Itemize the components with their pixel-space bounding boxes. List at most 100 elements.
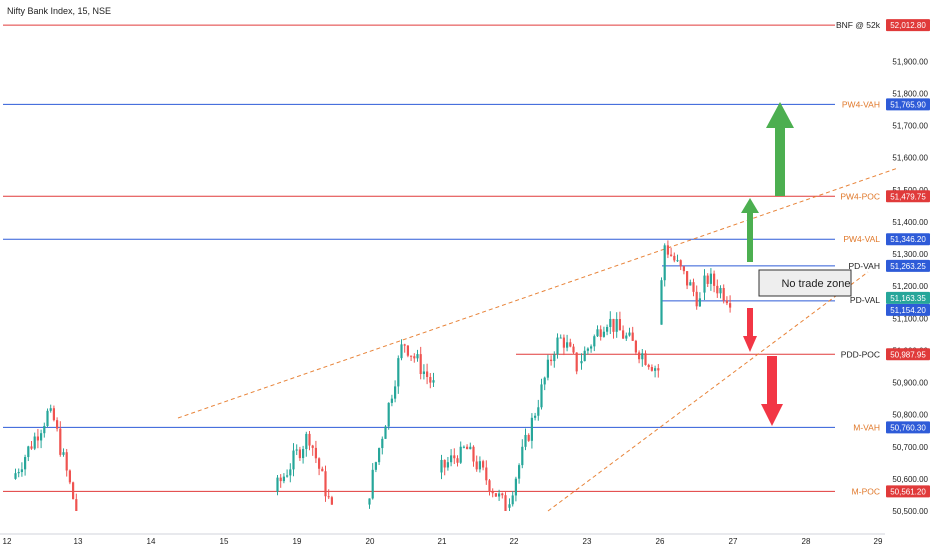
no-trade-annotation[interactable]: No trade zone bbox=[758, 269, 852, 297]
candle-body-70 bbox=[475, 461, 478, 470]
candle-body-52 bbox=[413, 356, 416, 359]
price-tick-label: 51,900.00 bbox=[892, 57, 928, 66]
level-price-tag-8 bbox=[886, 485, 930, 498]
level-name-1: PW4-VAH bbox=[842, 99, 880, 109]
trend-lines[interactable] bbox=[177, 167, 899, 512]
candle-body-103 bbox=[583, 350, 586, 362]
candle-body-135 bbox=[686, 271, 689, 286]
candle-body-119 bbox=[634, 340, 637, 353]
candle-body-98 bbox=[566, 342, 569, 348]
candle-body-16 bbox=[65, 452, 68, 471]
level-name-0: BNF @ 52k bbox=[836, 20, 881, 30]
candle-body-145 bbox=[719, 288, 722, 294]
candle-body-2 bbox=[20, 469, 23, 473]
candle-body-27 bbox=[298, 449, 301, 459]
candle-body-105 bbox=[590, 346, 593, 349]
price-tick-label: 51,100.00 bbox=[892, 314, 928, 323]
candle-body-140 bbox=[703, 275, 706, 293]
candle-body-74 bbox=[488, 480, 491, 492]
candle-body-110 bbox=[606, 327, 609, 332]
candle-body-86 bbox=[527, 434, 530, 441]
candle-body-79 bbox=[504, 495, 507, 511]
price-axis[interactable]: 51,900.00 51,800.00 51,700.00 51,600.00 51,5… bbox=[892, 57, 928, 516]
candle-body-120 bbox=[638, 352, 641, 360]
time-axis[interactable]: 12 13 14 15 19 20 21 22 23 26 27 28 29 bbox=[0, 533, 885, 546]
candle-body-17 bbox=[68, 470, 71, 483]
candle-body-89 bbox=[537, 407, 540, 416]
no-trade-box[interactable] bbox=[758, 269, 852, 297]
candle-body-76 bbox=[494, 493, 497, 497]
candle-body-30 bbox=[308, 433, 311, 446]
level-price-text-7: 50,760.30 bbox=[890, 423, 926, 432]
up-arrow-small[interactable] bbox=[741, 198, 759, 262]
candle-body-66 bbox=[462, 446, 465, 448]
candle-body-111 bbox=[609, 318, 612, 328]
level-name-2: PW4-POC bbox=[840, 191, 880, 201]
candle-body-82 bbox=[514, 478, 517, 496]
candle-body-101 bbox=[575, 352, 578, 372]
candle-body-10 bbox=[46, 410, 49, 426]
price-tick-label: 51,200.00 bbox=[892, 282, 928, 291]
time-tick-label: 21 bbox=[438, 537, 447, 546]
candle-body-18 bbox=[72, 482, 75, 500]
upper-trend-line[interactable] bbox=[177, 167, 899, 419]
up-arrow-large[interactable] bbox=[766, 102, 794, 196]
candle-body-48 bbox=[400, 344, 403, 359]
candle-body-5 bbox=[30, 446, 33, 449]
candle-body-122 bbox=[644, 353, 647, 365]
level-price-tag-5 bbox=[886, 303, 930, 316]
candle-body-108 bbox=[599, 329, 602, 337]
candle-body-95 bbox=[556, 337, 559, 355]
candle-body-58 bbox=[432, 380, 435, 383]
candle-body-41 bbox=[378, 448, 381, 463]
candle-body-14 bbox=[59, 428, 62, 455]
arrows[interactable] bbox=[741, 102, 794, 426]
candle-body-132 bbox=[676, 260, 679, 262]
candle-body-57 bbox=[429, 377, 432, 383]
candle-body-50 bbox=[406, 345, 409, 356]
candle-body-126 bbox=[657, 368, 660, 371]
time-tick-label: 22 bbox=[510, 537, 519, 546]
candle-body-113 bbox=[615, 319, 618, 332]
level-labels: BNF @ 52k 52,012.80 PW4-VAH 51,765.90 PW4-PO… bbox=[836, 19, 930, 498]
candle-body-128 bbox=[663, 245, 666, 281]
time-tick-label: 29 bbox=[874, 537, 883, 546]
down-arrow-small[interactable] bbox=[743, 308, 757, 352]
time-tick-label: 26 bbox=[656, 537, 665, 546]
candle-body-72 bbox=[482, 461, 485, 468]
price-tick-label: 51,500.00 bbox=[892, 186, 928, 195]
candle-body-67 bbox=[466, 446, 469, 450]
candle-body-143 bbox=[713, 273, 716, 286]
price-tick-label: 51,600.00 bbox=[892, 154, 928, 163]
level-name-6: PDD-POC bbox=[841, 349, 880, 359]
candle-body-109 bbox=[602, 331, 605, 337]
candle-body-100 bbox=[572, 346, 575, 353]
lower-trend-line[interactable] bbox=[547, 271, 869, 512]
down-arrow-large[interactable] bbox=[761, 356, 783, 426]
candle-body-90 bbox=[540, 384, 543, 408]
level-price-text-3: 51,346.20 bbox=[890, 235, 926, 244]
candle-body-4 bbox=[27, 446, 30, 458]
candle-body-102 bbox=[580, 361, 583, 364]
candle-body-91 bbox=[543, 377, 546, 385]
time-tick-label: 23 bbox=[583, 537, 592, 546]
candle-body-55 bbox=[422, 371, 425, 375]
candle-body-83 bbox=[518, 465, 521, 479]
level-price-text-1: 51,765.90 bbox=[890, 100, 926, 109]
chart-title: Nifty Bank Index, 15, NSE bbox=[7, 6, 111, 16]
price-tick-label: 51,800.00 bbox=[892, 89, 928, 98]
price-tick-label: 51,400.00 bbox=[892, 218, 928, 227]
candle-body-12 bbox=[52, 408, 55, 421]
candle-body-63 bbox=[453, 455, 456, 459]
candle-body-60 bbox=[443, 459, 446, 468]
level-name-3: PW4-VAL bbox=[843, 234, 880, 244]
candle-body-97 bbox=[562, 337, 565, 348]
level-name-5: PD-VAL bbox=[850, 295, 880, 305]
candle-body-36 bbox=[327, 496, 330, 498]
candle-body-42 bbox=[381, 438, 384, 449]
candle-body-8 bbox=[40, 433, 43, 441]
candle-body-84 bbox=[521, 446, 524, 466]
candle-body-146 bbox=[722, 288, 725, 301]
